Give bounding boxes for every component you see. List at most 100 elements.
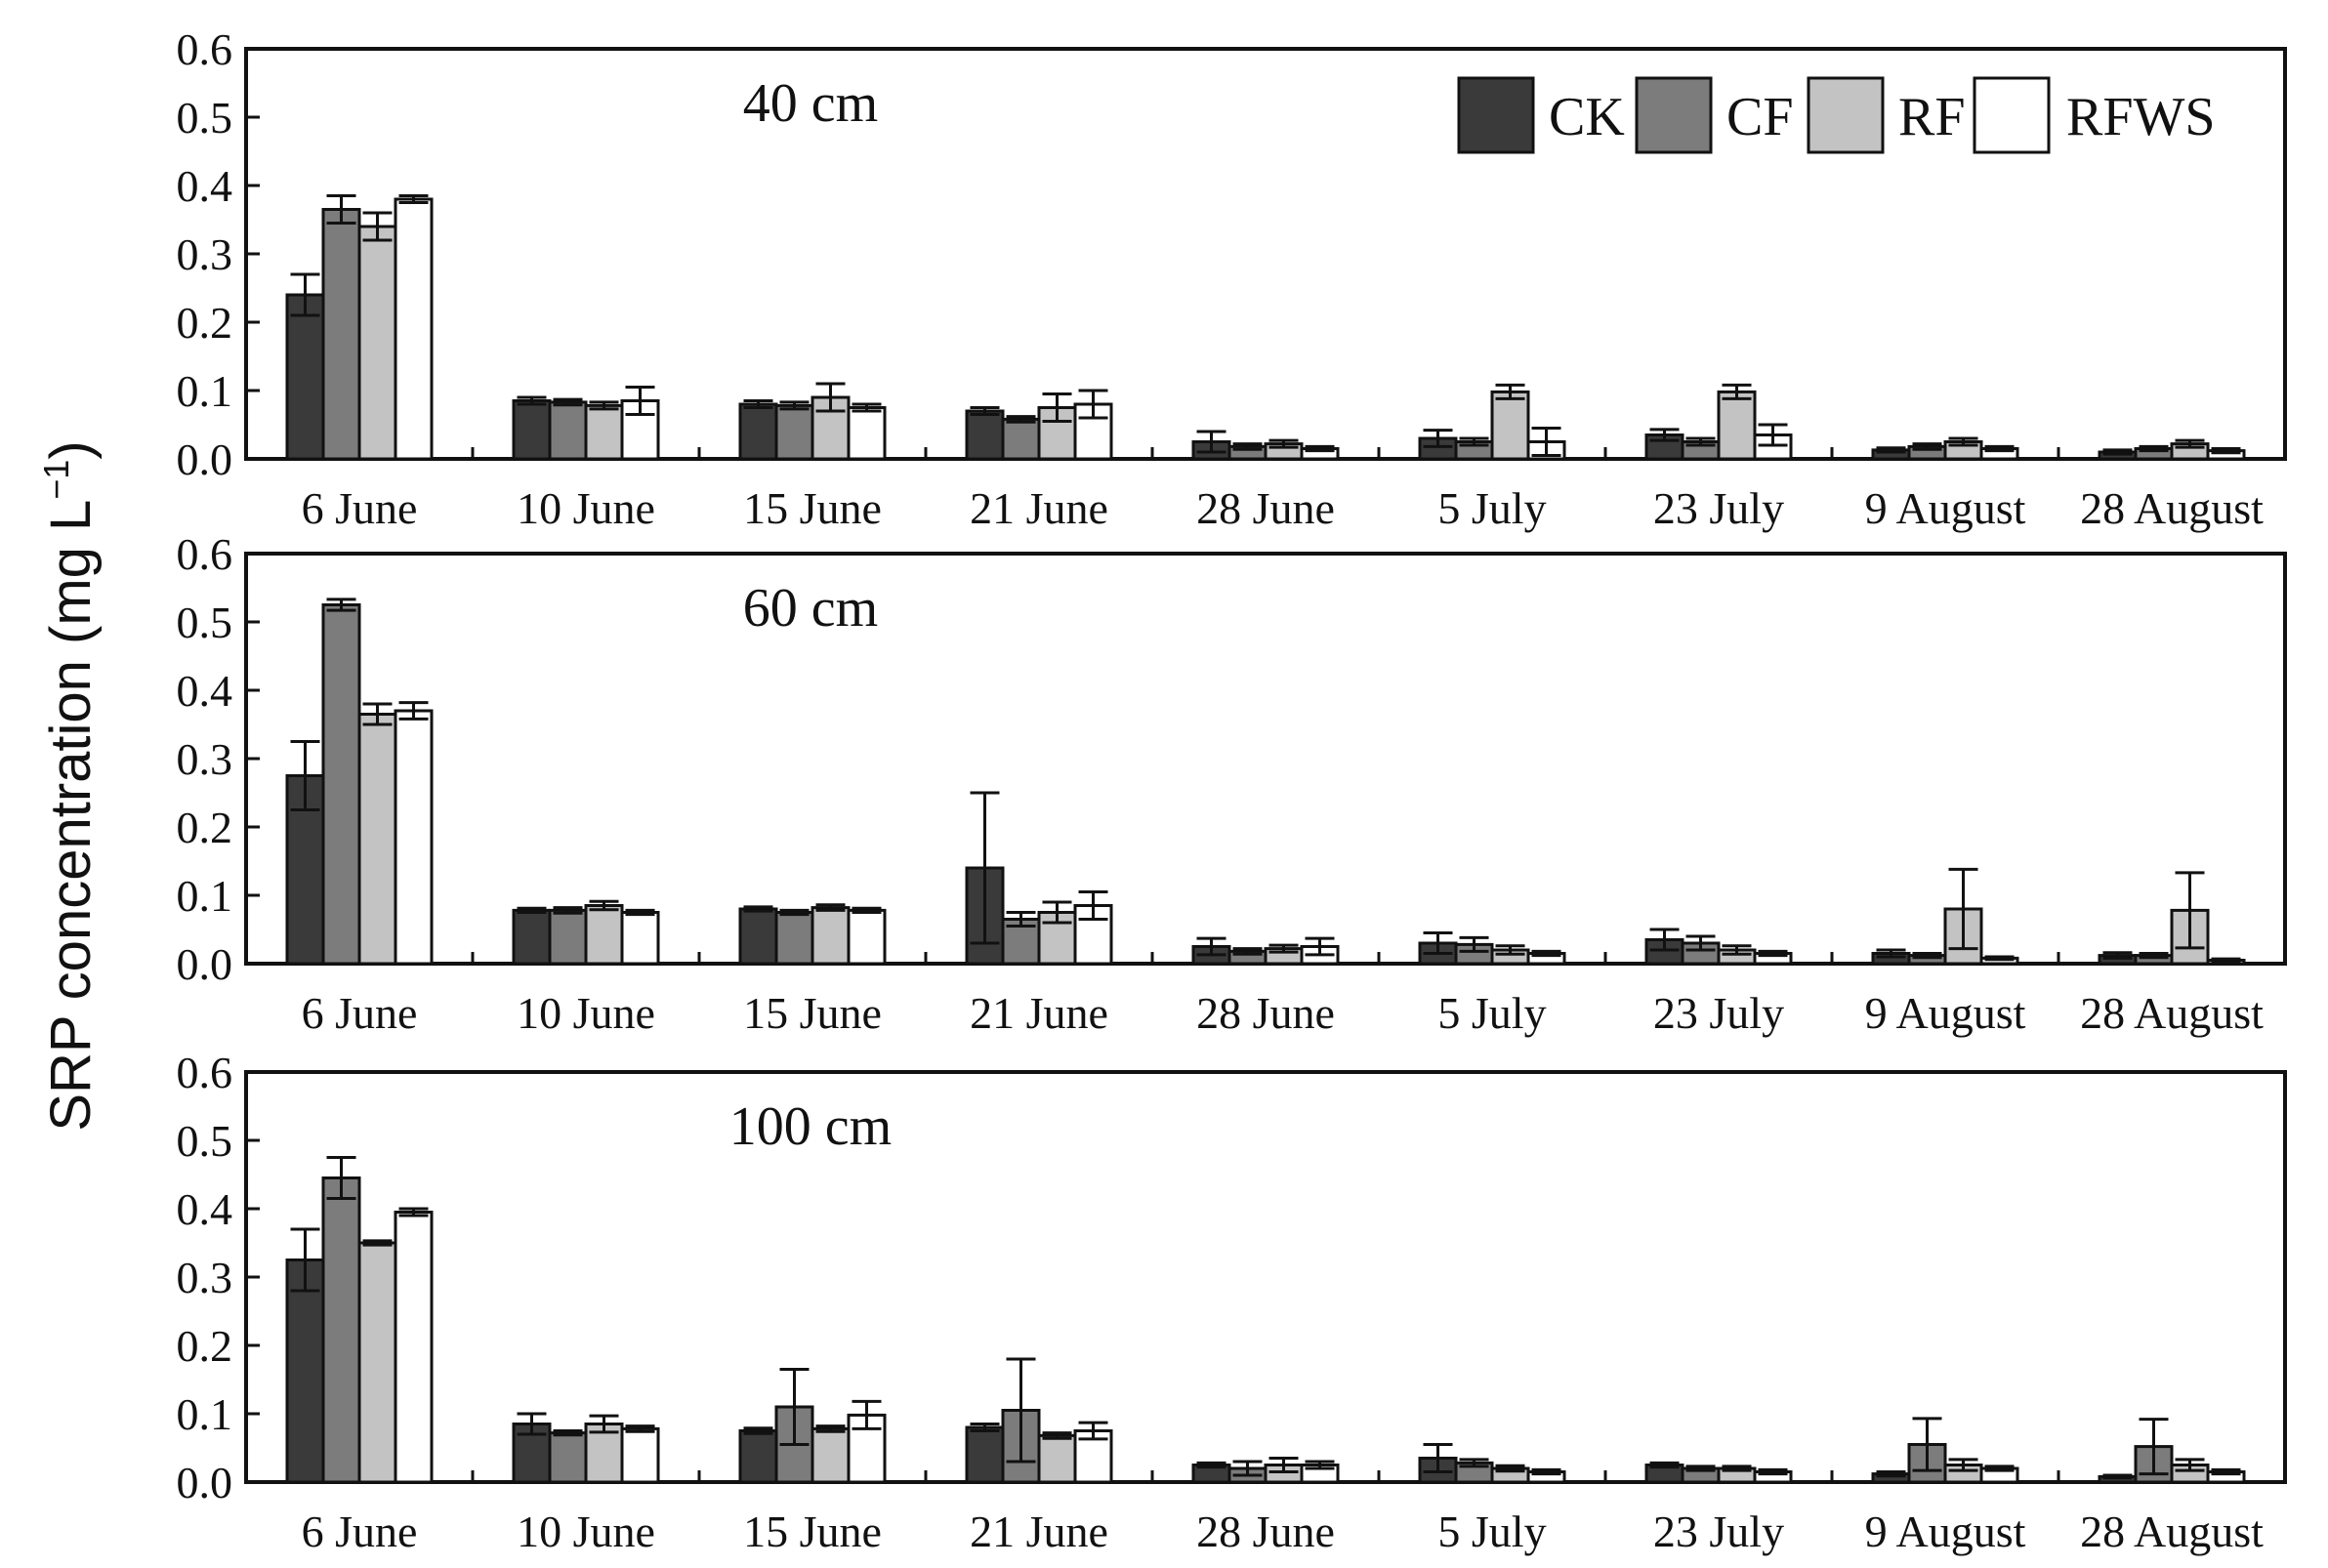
- x-tick-label: 6 June: [302, 988, 418, 1038]
- error-bar-cf: [553, 1429, 583, 1437]
- legend-swatch-rfws: [1973, 76, 2051, 154]
- x-tick-label: 23 July: [1653, 988, 1784, 1038]
- error-bar-ck: [1196, 430, 1226, 454]
- bar-cf: [321, 1176, 361, 1484]
- error-bar-ck: [743, 905, 773, 913]
- error-bar-cf: [2139, 444, 2169, 453]
- error-bar-rf: [1495, 1464, 1525, 1473]
- bar-cf: [321, 603, 361, 966]
- error-bar-rfws: [398, 701, 429, 721]
- error-bar-rfws: [2211, 1467, 2241, 1476]
- x-tick-label: 5 July: [1437, 1506, 1546, 1556]
- bar-rf: [1490, 390, 1530, 461]
- error-bar-ck: [970, 791, 1000, 945]
- x-tick-label: 6 June: [302, 1506, 418, 1556]
- y-tick-label: 0.6: [177, 24, 233, 74]
- x-tick-label: 10 June: [517, 1506, 655, 1556]
- bar-rfws: [620, 911, 660, 966]
- error-bar-rfws: [1305, 444, 1335, 453]
- error-bar-ck: [517, 395, 547, 406]
- y-tick-label: 0.4: [177, 666, 233, 716]
- error-bar-rf: [1495, 383, 1525, 400]
- y-tick-label: 0.3: [177, 229, 233, 279]
- x-tick-label: 10 June: [517, 483, 655, 533]
- bar-cf: [774, 403, 814, 461]
- error-bar-cf: [326, 194, 356, 225]
- error-bar-ck: [1876, 948, 1906, 959]
- bar-rf: [357, 1241, 397, 1484]
- plot-frame: [244, 1070, 2287, 1484]
- y-axis-label-main: SRP concentration (mg L: [39, 500, 103, 1132]
- bar-cf: [548, 1431, 588, 1484]
- error-bar-cf: [1459, 436, 1489, 447]
- panel-depth-label: 60 cm: [743, 578, 878, 639]
- error-bar-cf: [553, 397, 583, 407]
- error-bar-cf: [1912, 952, 1942, 960]
- bar-ck: [512, 908, 552, 966]
- error-bar-ck: [517, 1412, 547, 1436]
- error-bar-rf: [362, 211, 393, 242]
- error-bar-rf: [589, 899, 619, 912]
- error-bar-ck: [2102, 448, 2133, 456]
- bar-rf: [584, 1423, 624, 1484]
- bar-cf: [548, 400, 588, 461]
- error-bar-rfws: [1531, 949, 1561, 958]
- bar-rf: [1717, 390, 1757, 461]
- x-tick-label: 6 June: [302, 483, 418, 533]
- panel-2: 0.0 0.1 0.2 0.3 0.4 0.5 0.6 6 June 10 June 15 Jun…: [177, 1048, 2287, 1556]
- y-tick-label: 0.6: [177, 529, 233, 579]
- error-bar-cf: [1006, 415, 1036, 424]
- error-bar-cf: [1685, 436, 1716, 447]
- y-tick-label: 0.5: [177, 1116, 233, 1166]
- bar-rf: [811, 1426, 851, 1484]
- bar-rfws: [394, 709, 434, 966]
- error-bar-rfws: [2211, 447, 2241, 455]
- bar-ck: [738, 402, 778, 461]
- error-bar-rf: [1722, 944, 1752, 956]
- error-bar-cf: [2139, 952, 2169, 960]
- legend-swatch-rf: [1807, 76, 1885, 154]
- bar-ck: [285, 293, 325, 461]
- error-bar-rf: [815, 382, 846, 413]
- x-tick-label: 28 August: [2080, 483, 2264, 533]
- bar-rfws: [1753, 433, 1793, 461]
- error-bar-ck: [290, 1227, 320, 1293]
- error-bar-rfws: [1078, 1421, 1108, 1441]
- error-bar-cf: [1232, 1460, 1263, 1477]
- x-tick-label: 10 June: [517, 988, 655, 1038]
- panel-0: 0.0 0.1 0.2 0.3 0.4 0.5 0.6 6 June 10 June 15 Jun…: [177, 24, 2287, 533]
- error-bar-rf: [1722, 383, 1752, 400]
- y-tick-label: 0.2: [177, 298, 233, 348]
- error-bar-cf: [779, 400, 810, 411]
- y-tick-label: 0.5: [177, 93, 233, 143]
- error-bar-rf: [1268, 1457, 1299, 1473]
- y-tick-label: 0.0: [177, 1458, 233, 1507]
- x-tick-label: 21 June: [970, 988, 1108, 1038]
- error-bar-rfws: [625, 1424, 655, 1433]
- error-bar-cf: [1232, 947, 1263, 956]
- x-tick-label: 21 June: [970, 483, 1108, 533]
- error-bar-cf: [779, 908, 810, 917]
- error-bar-rf: [2175, 438, 2205, 449]
- legend-swatch-ck: [1457, 76, 1535, 154]
- bar-cf: [774, 911, 814, 966]
- error-bar-ck: [1423, 1443, 1453, 1473]
- legend-swatch-cf: [1635, 76, 1713, 154]
- y-tick-label: 0.1: [177, 1389, 233, 1439]
- bar-ck: [965, 1425, 1005, 1484]
- error-bar-rf: [815, 1424, 846, 1433]
- x-tick-label: 5 July: [1437, 988, 1546, 1038]
- y-tick-label: 0.1: [177, 366, 233, 416]
- bar-rfws: [847, 406, 887, 461]
- y-axis-label-superscript: −1: [36, 460, 76, 500]
- error-bar-rfws: [1078, 890, 1108, 921]
- y-axis-label-close: ): [39, 440, 103, 459]
- error-bar-rf: [1268, 943, 1299, 954]
- bar-rfws: [394, 197, 434, 461]
- error-bar-rf: [362, 1239, 393, 1247]
- error-bar-rfws: [1758, 1467, 1788, 1476]
- error-bar-rfws: [625, 386, 655, 416]
- error-bar-ck: [2102, 1473, 2133, 1480]
- bar-ck: [738, 1429, 778, 1484]
